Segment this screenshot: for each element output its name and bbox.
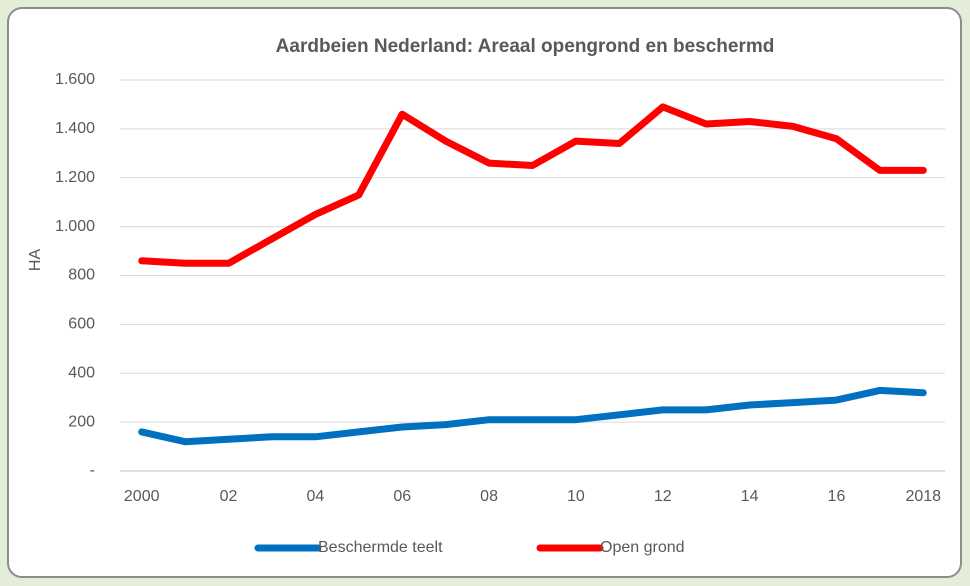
x-tick-label: 14 [741, 488, 759, 505]
data-line [138, 386, 927, 446]
x-tick-label: 08 [480, 488, 498, 505]
y-tick-label: 800 [68, 267, 95, 284]
legend-label: Open grond [600, 539, 685, 556]
y-tick-label: 200 [68, 413, 95, 430]
x-tick-label: 2018 [905, 488, 941, 505]
x-tick-label: 2000 [124, 488, 160, 505]
x-tick-label: 02 [220, 488, 238, 505]
x-tick-label: 10 [567, 488, 585, 505]
y-tick-label: 400 [68, 364, 95, 381]
y-tick-label: 1.000 [55, 218, 95, 235]
y-tick-label: 600 [68, 316, 95, 333]
x-tick-label: 12 [654, 488, 672, 505]
y-tick-label: 1.600 [55, 71, 95, 88]
x-tick-label: 06 [393, 488, 411, 505]
chart-title: Aardbeien Nederland: Areaal opengrond en… [276, 36, 775, 57]
x-tick-label: 04 [306, 488, 324, 505]
x-tick-label: 16 [828, 488, 846, 505]
data-line [138, 103, 927, 267]
y-tick-label: 1.400 [55, 120, 95, 137]
y-axis-label: HA [27, 249, 44, 272]
y-tick-label: - [90, 462, 95, 479]
legend-label: Beschermde teelt [318, 539, 443, 556]
y-tick-label: 1.200 [55, 169, 95, 186]
